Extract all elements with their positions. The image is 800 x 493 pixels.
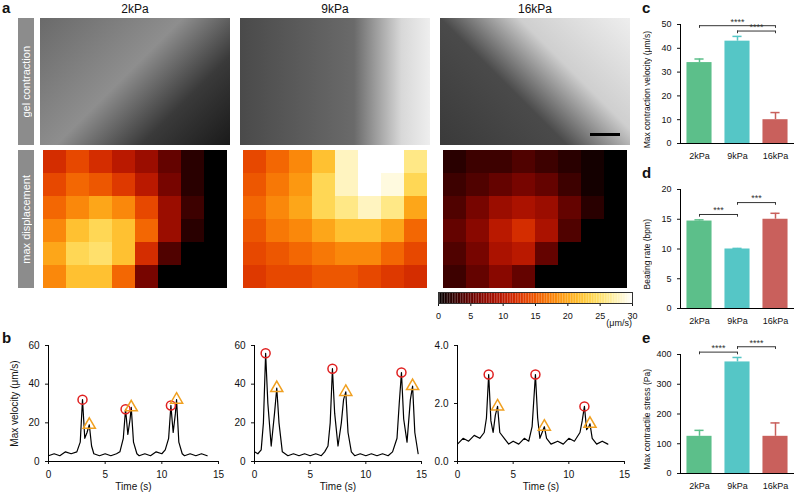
svg-text:15: 15	[530, 311, 540, 320]
svg-text:2kPa: 2kPa	[689, 481, 710, 491]
svg-text:40: 40	[28, 378, 40, 389]
svg-text:0: 0	[46, 469, 52, 480]
svg-text:200: 200	[656, 409, 671, 419]
svg-text:***: ***	[751, 193, 762, 203]
svg-text:0: 0	[34, 456, 40, 467]
svg-text:100: 100	[656, 439, 671, 449]
svg-text:****: ****	[749, 338, 764, 348]
html-text:Max contraction velocity (μm/s: Max contraction velocity (μm/s)	[642, 30, 652, 149]
svg-text:9kPa: 9kPa	[727, 316, 748, 326]
svg-text:20: 20	[28, 417, 40, 428]
svg-text:4.0: 4.0	[435, 340, 449, 351]
html-text:e: e	[642, 329, 651, 346]
svg-text:16kPa: 16kPa	[763, 151, 789, 161]
svg-text:0.0: 0.0	[435, 456, 449, 467]
svg-text:16kPa: 16kPa	[763, 481, 789, 491]
svg-text:10: 10	[156, 469, 168, 480]
html-text:Beating rate (bpm): Beating rate (bpm)	[642, 219, 652, 290]
svg-text:0: 0	[240, 456, 246, 467]
svg-text:20: 20	[661, 184, 671, 194]
svg-text:30: 30	[661, 67, 671, 77]
svg-text:10: 10	[360, 469, 372, 480]
svg-text:20: 20	[563, 311, 573, 320]
svg-text:60: 60	[28, 340, 40, 351]
svg-text:Time (s): Time (s)	[320, 481, 356, 492]
svg-text:2.0: 2.0	[435, 398, 449, 409]
svg-text:40: 40	[234, 378, 246, 389]
svg-text:Time (s): Time (s)	[115, 481, 151, 492]
svg-text:10: 10	[661, 244, 671, 254]
svg-text:****: ****	[749, 22, 764, 32]
svg-text:400: 400	[656, 349, 671, 359]
svg-text:****: ****	[730, 17, 745, 27]
svg-text:10: 10	[661, 115, 671, 125]
html-text:c: c	[642, 0, 651, 16]
svg-text:***: ***	[713, 205, 724, 215]
html-text:b: b	[2, 329, 12, 346]
svg-text:0: 0	[666, 303, 671, 313]
svg-text:25: 25	[595, 311, 605, 320]
svg-text:5: 5	[468, 311, 473, 320]
svg-text:10: 10	[498, 311, 508, 320]
svg-text:0: 0	[436, 311, 441, 320]
svg-text:60: 60	[234, 340, 246, 351]
svg-text:9kPa: 9kPa	[727, 151, 748, 161]
html-text:(μm/s): (μm/s)	[606, 318, 632, 328]
svg-text:5: 5	[307, 469, 313, 480]
svg-text:20: 20	[661, 91, 671, 101]
svg-text:Time (s): Time (s)	[523, 481, 559, 492]
html-text:gel contraction: gel contraction	[20, 45, 32, 118]
svg-text:20: 20	[234, 417, 246, 428]
svg-text:15: 15	[619, 469, 631, 480]
html-text:2kPa: 2kPa	[121, 2, 149, 16]
svg-text:****: ****	[711, 343, 726, 353]
svg-text:0: 0	[252, 469, 258, 480]
html-text:Max contractile stress (Pa): Max contractile stress (Pa)	[642, 369, 652, 470]
svg-text:2kPa: 2kPa	[689, 316, 710, 326]
svg-text:50: 50	[661, 19, 671, 29]
svg-text:9kPa: 9kPa	[727, 481, 748, 491]
html-text:16kPa: 16kPa	[518, 2, 552, 16]
html-text:9kPa: 9kPa	[321, 2, 349, 16]
svg-text:15: 15	[661, 214, 671, 224]
svg-text:15: 15	[213, 469, 225, 480]
svg-text:Max velocity (μm/s): Max velocity (μm/s)	[9, 360, 20, 446]
html-text:a: a	[2, 0, 11, 16]
svg-text:10: 10	[563, 469, 575, 480]
svg-text:2kPa: 2kPa	[689, 151, 710, 161]
svg-text:300: 300	[656, 379, 671, 389]
svg-text:30: 30	[627, 310, 638, 321]
svg-text:0: 0	[666, 138, 671, 148]
svg-text:15: 15	[416, 469, 428, 480]
svg-text:5: 5	[102, 469, 108, 480]
svg-text:0: 0	[455, 469, 461, 480]
html-text:max displacement: max displacement	[20, 174, 32, 264]
svg-text:16kPa: 16kPa	[763, 316, 789, 326]
svg-text:40: 40	[661, 43, 671, 53]
html-text:d: d	[642, 164, 652, 181]
svg-text:5: 5	[666, 274, 671, 284]
svg-text:0: 0	[666, 468, 671, 478]
svg-text:5: 5	[510, 469, 516, 480]
